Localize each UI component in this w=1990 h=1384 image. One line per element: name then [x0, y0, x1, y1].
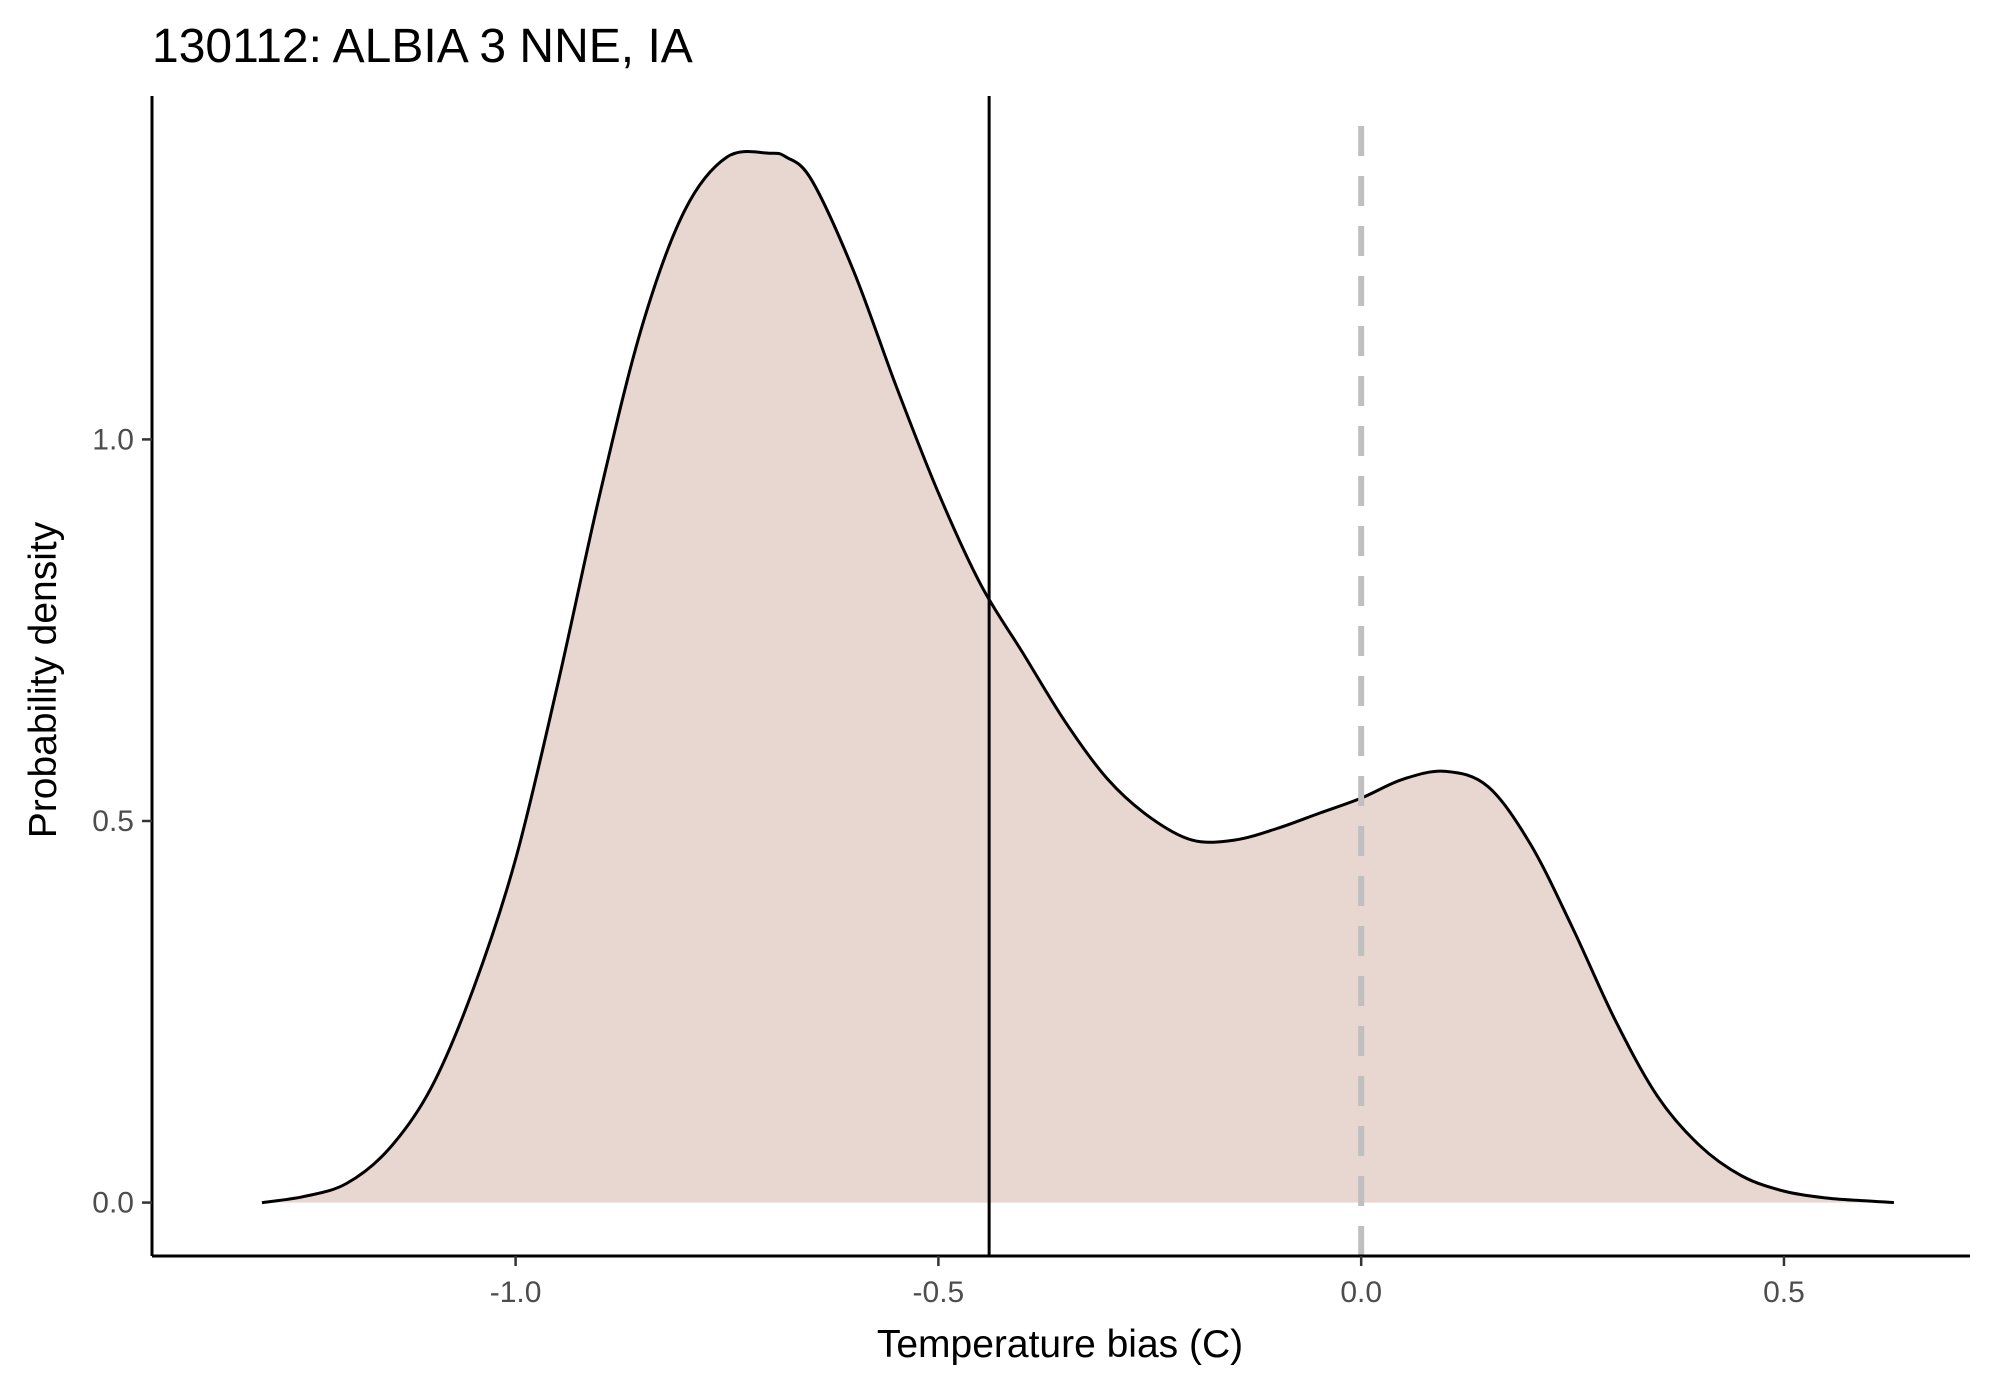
x-axis-ticks: -1.0 -0.5 0.0 0.5: [490, 1256, 1805, 1309]
y-axis-ticks: 0.0 0.5 1.0: [92, 423, 152, 1220]
x-tick-label: -1.0: [490, 1276, 542, 1309]
y-tick-label: 1.0: [92, 423, 134, 456]
plot-area: [261, 96, 1894, 1256]
density-area-fill: [261, 151, 1894, 1203]
y-tick-label: 0.5: [92, 805, 134, 838]
x-tick-label: 0.5: [1763, 1276, 1805, 1309]
reference-lines: [987, 96, 1365, 1256]
chart-title: 130112: ALBIA 3 NNE, IA: [152, 20, 693, 73]
density-curve-line: [261, 150, 1894, 1205]
x-axis-title: Temperature bias (C): [877, 1323, 1243, 1366]
x-tick-label: -0.5: [913, 1276, 965, 1309]
x-tick-label: 0.0: [1340, 1276, 1382, 1309]
y-axis-title: Probability density: [22, 521, 65, 838]
y-tick-label: 0.0: [92, 1187, 134, 1220]
